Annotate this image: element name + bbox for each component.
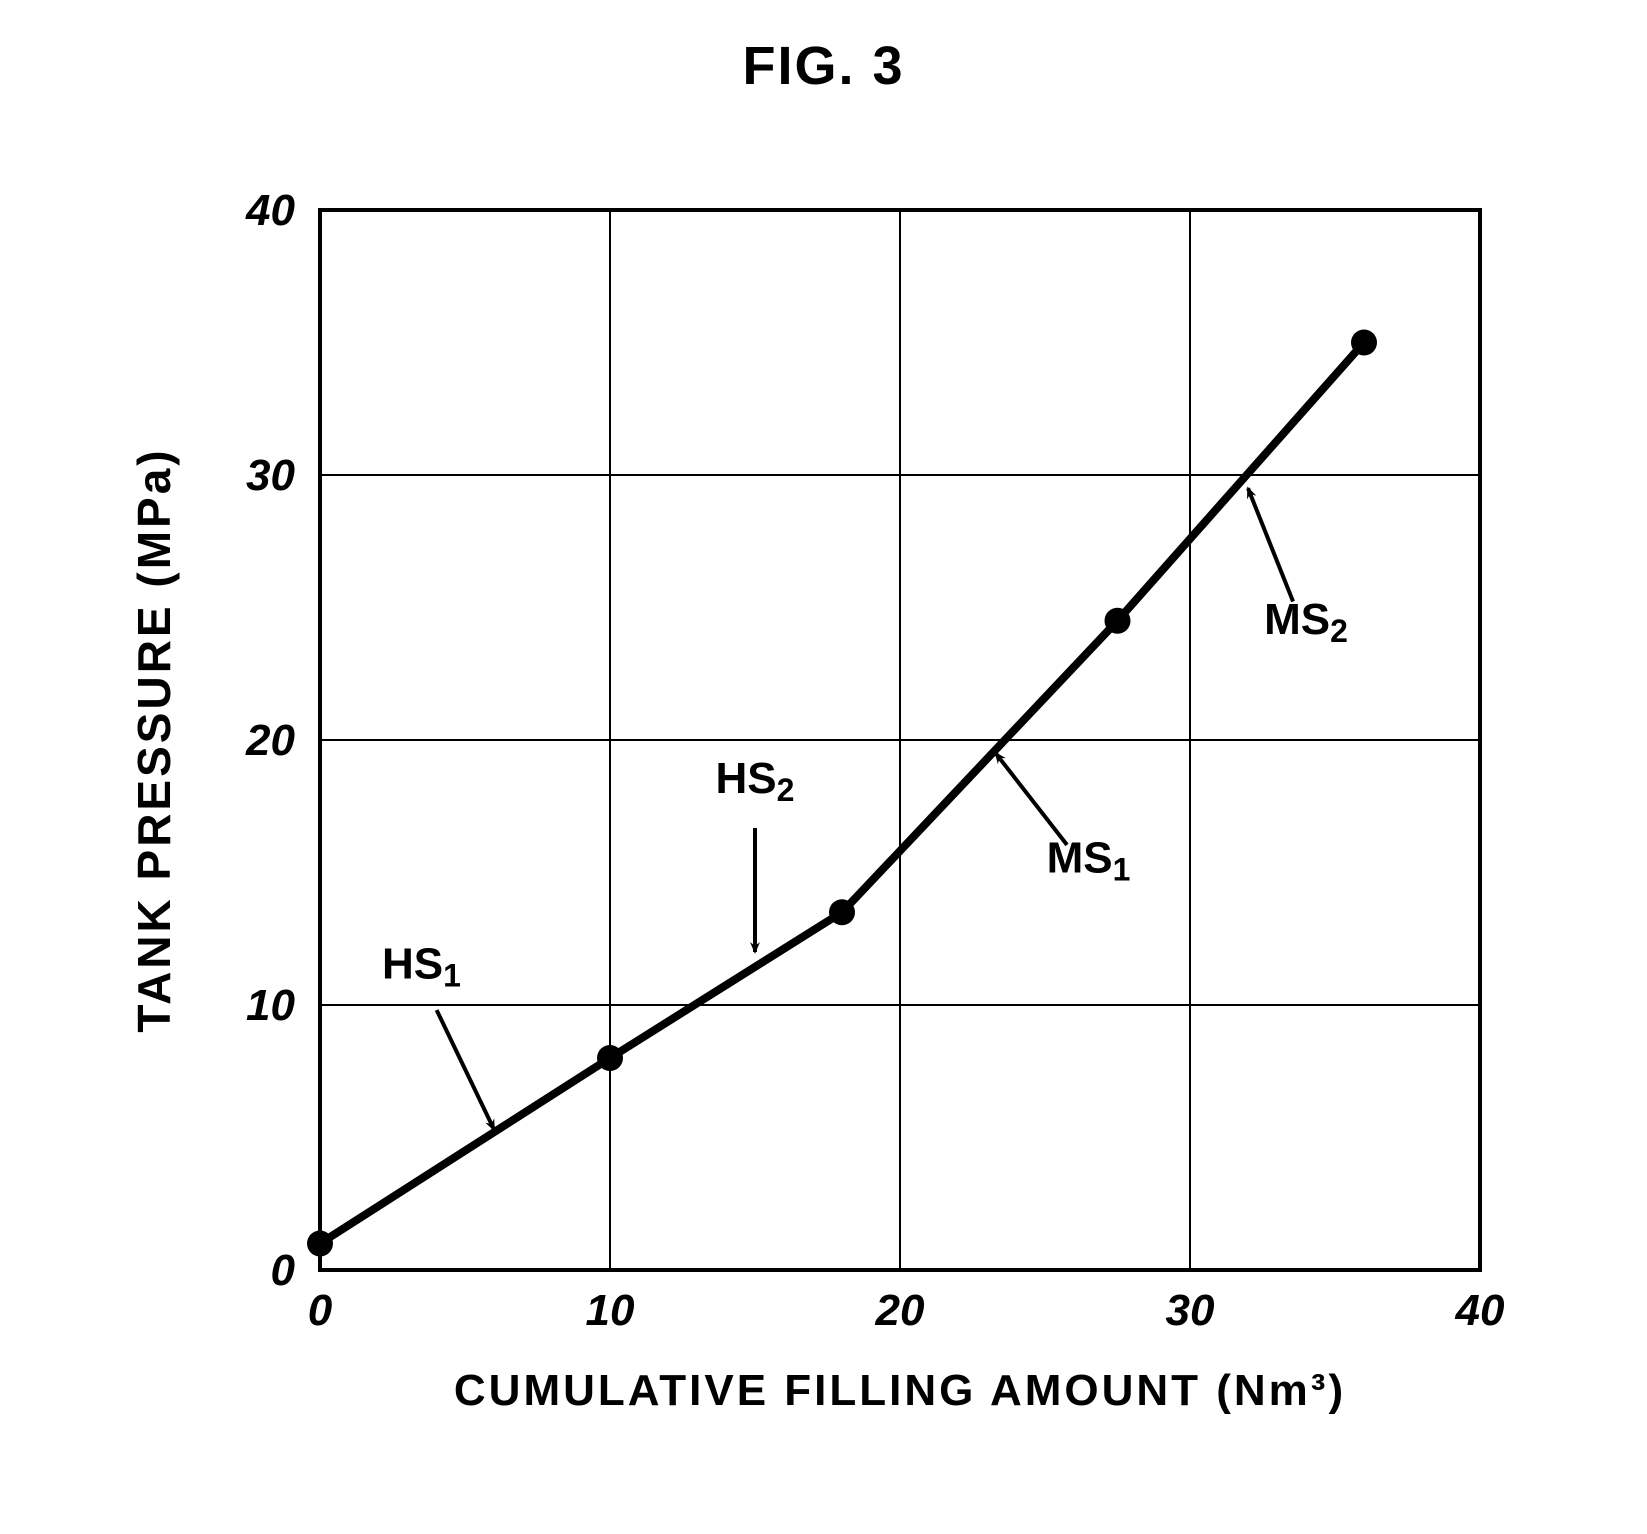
x-tick-label: 20 [875, 1286, 925, 1335]
x-tick-label: 30 [1166, 1286, 1215, 1335]
x-tick-label: 0 [308, 1286, 333, 1335]
chart-container: 0 10 20 30 40 0 10 20 30 40 CUMULATIVE FILLING AMO… [100, 170, 1547, 1500]
x-tick-label: 40 [1455, 1286, 1505, 1335]
data-marker [597, 1045, 623, 1071]
data-marker [1105, 608, 1131, 634]
y-tick-label: 40 [245, 186, 295, 235]
figure-title: FIG. 3 [742, 35, 904, 97]
x-axis-label: CUMULATIVE FILLING AMOUNT (Nm³) [454, 1366, 1346, 1415]
x-tick-label: 10 [586, 1286, 635, 1335]
y-axis-label: TANK PRESSURE (MPa) [128, 447, 180, 1032]
data-marker [307, 1231, 333, 1257]
y-tick-label: 0 [271, 1246, 296, 1295]
chart-svg: 0 10 20 30 40 0 10 20 30 40 CUMULATIVE FILLING AMO… [100, 170, 1547, 1500]
data-marker [1351, 330, 1377, 356]
y-tick-label: 10 [246, 981, 295, 1030]
y-tick-label: 30 [246, 451, 295, 500]
data-marker [829, 899, 855, 925]
y-tick-label: 20 [245, 716, 295, 765]
